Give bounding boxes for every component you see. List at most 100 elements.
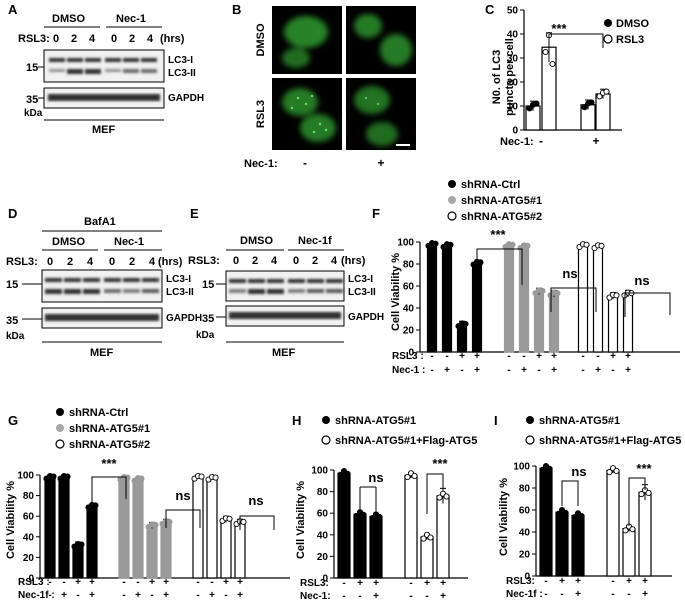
panel-letter: F (372, 206, 380, 221)
legend-marker-shrna-ctrl (448, 180, 456, 188)
bar (118, 477, 130, 579)
treatment-sign: - (76, 590, 79, 601)
data-point (562, 509, 569, 516)
row-label-rsl3: RSL3 (255, 100, 267, 128)
treatment-sign: + (575, 576, 581, 587)
treatment-sign: + (551, 351, 557, 362)
y-tick-label: 100 (513, 462, 530, 473)
timepoint: 4 (331, 255, 338, 267)
row2-label: Nec-1 : (392, 365, 425, 376)
band-label-gapdh: GAPDH (348, 312, 384, 323)
significance-label: ns (571, 464, 586, 479)
data-point (152, 521, 159, 529)
chart-c: 0 10 20 30 40 50 (507, 6, 622, 137)
footer-plus: + (377, 156, 384, 170)
treatment-sign: - (507, 365, 510, 376)
panel-a: A DMSO Nec-1 RSL3: 0 2 4 0 2 4 (hrs) 15 … (8, 2, 204, 136)
row1-label: RSL3: (300, 578, 329, 589)
bar (44, 476, 56, 579)
y-tick-label: 20 (317, 552, 329, 563)
data-point (596, 93, 603, 100)
legend-dmso: DMSO (616, 18, 649, 30)
significance-bracket (476, 248, 523, 285)
bar (192, 476, 204, 579)
band-label-lc3-ii: LC3-II (348, 287, 376, 298)
legend-shrna-atg5-1: shRNA-ATG5#1 (461, 195, 542, 207)
footer-label: Nec-1: (244, 158, 278, 170)
y-axis-label: Cell Viability % (295, 481, 307, 559)
y-tick-label: 40 (519, 528, 531, 539)
treatment-sign: + (625, 351, 631, 362)
bar (518, 245, 530, 353)
marker-label: 15 (202, 279, 214, 291)
treatment-sign: + (642, 589, 648, 600)
treatment-sign: + (575, 589, 581, 600)
treatment-sign: - (358, 591, 361, 601)
treatment-sign: + (209, 590, 215, 601)
data-point (212, 474, 219, 481)
bar (503, 244, 515, 353)
data-point (645, 489, 652, 497)
kda-label: kDa (196, 330, 215, 341)
data-point (546, 465, 553, 472)
treatment-sign: - (196, 577, 199, 588)
bar (539, 467, 553, 577)
bar (441, 244, 453, 353)
treatment-sign: + (135, 590, 141, 601)
legend-marker-shrna-atg5-1-flag-atg5 (321, 435, 331, 445)
treatment-sign: - (122, 577, 125, 588)
unit-label: (hrs) (160, 33, 185, 45)
bar (606, 469, 620, 577)
panel-letter: H (292, 413, 301, 428)
treatment-sign: - (122, 590, 125, 601)
treatment-sign: + (559, 576, 565, 587)
bar (638, 491, 652, 577)
group-label-dmso: DMSO (52, 236, 85, 248)
data-point (542, 48, 549, 56)
y-tick-label: 20 (23, 553, 35, 564)
significance-bracket (561, 480, 579, 506)
treatment-sign: - (136, 577, 139, 588)
timepoint: 4 (149, 256, 156, 268)
significance-bracket (91, 476, 127, 514)
treatment-sign: - (627, 589, 630, 600)
group-label-nec1f: Nec-1f (298, 235, 332, 247)
data-point (638, 490, 645, 498)
y-tick-label: 0 (322, 574, 328, 585)
y-tick-label: 100 (311, 466, 328, 477)
timepoint: 0 (233, 255, 239, 267)
treatment-sign: + (373, 591, 379, 601)
panel-b: B DMSO RSL3 Nec-1: - + (232, 2, 416, 170)
data-point (539, 287, 546, 295)
y-axis-label: Cell Viability % (498, 478, 510, 556)
treatment-sign: + (89, 590, 95, 601)
data-point (447, 241, 454, 248)
bar (160, 521, 172, 579)
treatment-sign: + (223, 577, 229, 588)
treatment-sign: + (642, 576, 648, 587)
data-point (404, 473, 411, 481)
significance-label: *** (490, 227, 506, 242)
treatment-sign: + (626, 576, 632, 587)
data-point (549, 60, 556, 68)
treatment-sign: + (440, 591, 446, 601)
timepoint: 0 (53, 33, 59, 45)
treatment-sign: - (611, 589, 614, 600)
band-label-lc3-ii: LC3-II (168, 68, 196, 79)
y-tick-label: 20 (519, 550, 531, 561)
treatment-sign: - (581, 351, 584, 362)
bar (571, 514, 585, 577)
legend-shrna-atg5-1-flag-atg5: shRNA-ATG5#1+Flag-ATG5 (539, 435, 681, 447)
data-point (571, 514, 578, 521)
chart-i: 0 20 40 60 80 100 (513, 462, 672, 583)
footer-minus: - (539, 134, 543, 148)
y-axis-label: Cell Viability % (5, 481, 17, 559)
legend-marker-shrna-atg5-2 (55, 439, 65, 449)
treatment-sign: - (196, 590, 199, 601)
legend-marker-shrna-atg5-1 (448, 196, 456, 204)
treatment-sign: - (150, 590, 153, 601)
data-point (629, 526, 636, 533)
data-point (240, 518, 247, 525)
bar (555, 511, 569, 577)
timepoint: 2 (252, 255, 258, 267)
